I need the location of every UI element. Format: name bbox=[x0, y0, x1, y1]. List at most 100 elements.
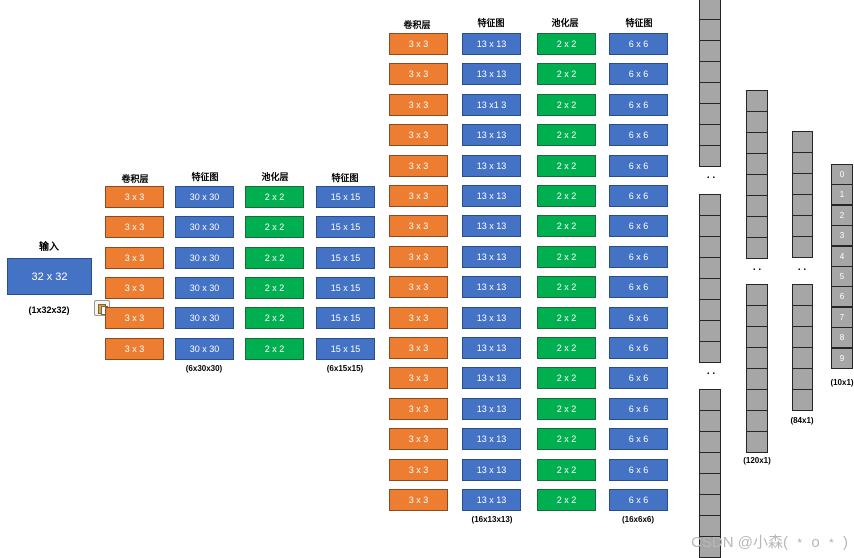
stage1-pmap-box: 15 x 15 bbox=[316, 216, 375, 239]
stage2-fmap-box: 13 x 13 bbox=[462, 337, 521, 359]
stage2-conv-box: 3 x 3 bbox=[389, 306, 448, 329]
stage2-fmap-box: 13 x 13 bbox=[462, 33, 521, 55]
fc1-neuron bbox=[746, 153, 768, 175]
fc2-neuron bbox=[792, 347, 813, 369]
fc1-neuron bbox=[746, 347, 768, 369]
stage1-pool-box: 2 x 2 bbox=[245, 307, 304, 330]
output-neuron: 9 bbox=[831, 347, 853, 369]
stage1-pmap-box: 15 x 15 bbox=[316, 337, 375, 360]
stage2-pmap-box: 6 x 6 bbox=[609, 397, 668, 420]
stage2-fmap-box: 13 x 13 bbox=[462, 185, 521, 207]
input-caption: (1x32x32) bbox=[28, 305, 70, 315]
stage2-fmap-box: 13 x 13 bbox=[462, 428, 521, 451]
output-neuron: 7 bbox=[831, 306, 853, 328]
stage1-conv-box: 3 x 3 bbox=[105, 307, 164, 330]
stage1-conv-box: 3 x 3 bbox=[105, 246, 164, 269]
stage1-fmap-box: 30 x 30 bbox=[175, 276, 234, 299]
fc1-neuron bbox=[746, 389, 768, 411]
stage2-pmap-caption: (16x6x6) bbox=[621, 515, 655, 524]
stage2-conv-box: 3 x 3 bbox=[389, 276, 448, 299]
stage2-pool-box: 2 x 2 bbox=[537, 397, 596, 420]
stage1-fmap-box: 30 x 30 bbox=[175, 337, 234, 360]
fc1-dots: . . bbox=[752, 262, 762, 273]
stage1-pmap-caption: (6x15x15) bbox=[326, 364, 364, 373]
input-box: 32 x 32 bbox=[7, 258, 92, 295]
stage2-conv-box: 3 x 3 bbox=[389, 185, 448, 207]
output-neuron: 2 bbox=[831, 204, 853, 226]
stage2-pmap-box: 6 x 6 bbox=[609, 367, 668, 390]
flatten-neuron bbox=[699, 494, 721, 516]
flatten-neuron bbox=[699, 410, 721, 432]
output-neuron: 0 bbox=[831, 164, 853, 185]
stage2-conv-box: 3 x 3 bbox=[389, 397, 448, 420]
stage2-conv-box: 3 x 3 bbox=[389, 458, 448, 481]
stage1-pmap-box: 15 x 15 bbox=[316, 186, 375, 208]
stage2-fmap-box: 13 x 13 bbox=[462, 306, 521, 329]
fc2-neuron bbox=[792, 131, 813, 153]
output-neuron: 5 bbox=[831, 266, 853, 287]
stage1-pool-box: 2 x 2 bbox=[245, 337, 304, 360]
fc1-caption: (120x1) bbox=[743, 456, 771, 465]
flatten-neuron bbox=[699, 40, 721, 62]
stage2-fmap-box: 13 x 13 bbox=[462, 245, 521, 268]
stage2-pmap-box: 6 x 6 bbox=[609, 154, 668, 177]
flatten-neuron bbox=[699, 103, 721, 125]
stage2-pool-box: 2 x 2 bbox=[537, 458, 596, 481]
output-neuron: 6 bbox=[831, 286, 853, 308]
fc1-neuron bbox=[746, 305, 768, 327]
stage1-pmap-header: 特征图 bbox=[331, 173, 359, 183]
output-neuron: 8 bbox=[831, 327, 853, 349]
stage2-conv-box: 3 x 3 bbox=[389, 489, 448, 511]
stage2-pmap-box: 6 x 6 bbox=[609, 245, 668, 268]
flatten-neuron bbox=[699, 431, 721, 453]
flatten-neuron bbox=[699, 389, 721, 411]
stage2-pool-box: 2 x 2 bbox=[537, 489, 596, 511]
flatten-neuron bbox=[699, 19, 721, 41]
stage2-conv-box: 3 x 3 bbox=[389, 428, 448, 451]
stage1-pool-box: 2 x 2 bbox=[245, 246, 304, 269]
flatten-neuron bbox=[699, 299, 721, 321]
stage1-pool-box: 2 x 2 bbox=[245, 216, 304, 239]
stage2-fmap-caption: (16x13x13) bbox=[471, 515, 513, 524]
stage2-fmap-box: 13 x 13 bbox=[462, 489, 521, 511]
stage2-fmap-box: 13 x 13 bbox=[462, 458, 521, 481]
stage2-pmap-box: 6 x 6 bbox=[609, 306, 668, 329]
stage2-fmap-box: 13 x 13 bbox=[462, 276, 521, 299]
fc2-neuron bbox=[792, 194, 813, 216]
stage2-conv-box: 3 x 3 bbox=[389, 215, 448, 238]
stage2-pmap-box: 6 x 6 bbox=[609, 337, 668, 359]
flatten-neuron bbox=[699, 320, 721, 342]
fc1-neuron bbox=[746, 174, 768, 196]
stage1-pool-box: 2 x 2 bbox=[245, 276, 304, 299]
flatten-neuron bbox=[699, 124, 721, 146]
flatten-neuron bbox=[699, 236, 721, 258]
stage2-pmap-box: 6 x 6 bbox=[609, 63, 668, 86]
watermark: CSDN @小森( ﹡ o ﹡ ) bbox=[691, 534, 848, 551]
stage2-fmap-box: 13 x 13 bbox=[462, 215, 521, 238]
stage2-fmap-box: 13 x1 3 bbox=[462, 93, 521, 116]
stage1-fmap-box: 30 x 30 bbox=[175, 246, 234, 269]
stage2-pool-box: 2 x 2 bbox=[537, 245, 596, 268]
fc1-neuron bbox=[746, 368, 768, 390]
stage2-pmap-box: 6 x 6 bbox=[609, 215, 668, 238]
flatten-column-dots-1: . . bbox=[706, 170, 716, 181]
stage2-pool-box: 2 x 2 bbox=[537, 215, 596, 238]
fc1-neuron bbox=[746, 284, 768, 306]
stage2-pool-box: 2 x 2 bbox=[537, 367, 596, 390]
stage2-conv-box: 3 x 3 bbox=[389, 337, 448, 359]
stage2-fmap-box: 13 x 13 bbox=[462, 63, 521, 86]
flatten-neuron bbox=[699, 473, 721, 495]
fc1-neuron bbox=[746, 237, 768, 259]
stage2-conv-box: 3 x 3 bbox=[389, 63, 448, 86]
flatten-neuron bbox=[699, 341, 721, 363]
stage2-fmap-box: 13 x 13 bbox=[462, 124, 521, 147]
fc2-neuron bbox=[792, 389, 813, 411]
stage2-pool-box: 2 x 2 bbox=[537, 306, 596, 329]
stage1-pool-header: 池化层 bbox=[261, 172, 289, 182]
stage1-conv-box: 3 x 3 bbox=[105, 276, 164, 299]
fc2-neuron bbox=[792, 215, 813, 237]
stage2-fmap-header: 特征图 bbox=[477, 18, 505, 28]
stage2-conv-box: 3 x 3 bbox=[389, 93, 448, 116]
flatten-neuron bbox=[699, 145, 721, 167]
fc2-neuron bbox=[792, 173, 813, 195]
